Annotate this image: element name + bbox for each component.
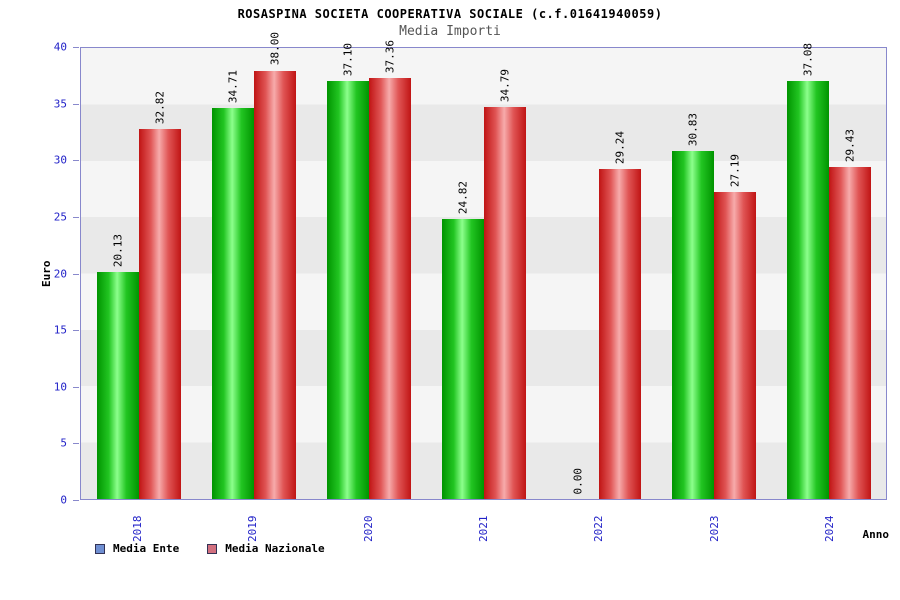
y-tick-mark [73, 160, 79, 162]
bar-media-ente-2018 [96, 272, 139, 499]
x-tick-cell-2022: 2022 [557, 504, 641, 543]
y-axis: 0 5 10 15 20 25 30 35 40 [0, 42, 80, 506]
bar-value-label-media-ente-2019: 34.71 [226, 69, 239, 103]
x-tick-label-2020: 2020 [361, 515, 375, 543]
legend: Media Ente Media Nazionale [95, 542, 325, 555]
bar-media-nazionale-2018 [138, 128, 181, 499]
bar-group-2021: 24.82 34.79 [441, 48, 526, 499]
bar-slot-media-nazionale-2019: 38.00 [253, 32, 296, 499]
y-tick-mark [73, 330, 79, 332]
bar-slot-media-ente-2023: 30.83 [671, 48, 714, 499]
bar-slot-media-nazionale-2021: 34.79 [483, 48, 526, 499]
bar-media-ente-2024 [786, 80, 829, 499]
bar-slot-media-nazionale-2018: 32.82 [138, 48, 181, 499]
bar-value-label-media-nazionale-2022: 29.24 [613, 131, 626, 165]
x-tick-label-2023: 2023 [707, 515, 721, 543]
bar-slot-media-ente-2022: 0.00 [557, 48, 599, 499]
bar-slot-media-nazionale-2024: 29.43 [828, 48, 871, 499]
bar-group-2020: 37.10 37.36 [326, 40, 411, 499]
legend-swatch-media-nazionale [207, 543, 218, 554]
plot-area: 20.13 32.82 34.71 38.00 37.10 37.36 24.82 34.79… [80, 32, 887, 500]
bar-value-label-media-nazionale-2021: 34.79 [498, 68, 511, 102]
bar-media-nazionale-2020 [368, 77, 411, 499]
legend-label-media-nazionale: Media Nazionale [225, 542, 325, 555]
x-tick-cell-2020: 2020 [326, 504, 410, 543]
y-tick-mark [73, 103, 79, 105]
bar-slot-media-ente-2024: 37.08 [786, 43, 829, 499]
y-tick-mark [73, 443, 79, 445]
bar-value-label-media-nazionale-2020: 37.36 [383, 39, 396, 73]
y-tick-label-5: 5 [60, 436, 67, 450]
bar-slot-media-nazionale-2020: 37.36 [368, 40, 411, 499]
bar-group-2019: 34.71 38.00 [211, 32, 296, 499]
bar-media-ente-2023 [671, 151, 714, 499]
y-tick-label-40: 40 [53, 40, 67, 54]
bar-media-ente-2021 [441, 219, 484, 499]
bar-value-label-media-nazionale-2023: 27.19 [728, 154, 741, 188]
y-tick-label-30: 30 [53, 153, 67, 167]
x-tick-label-2019: 2019 [246, 515, 260, 543]
bar-value-label-media-ente-2023: 30.83 [686, 113, 699, 147]
y-tick-label-20: 20 [53, 267, 67, 280]
x-tick-cell-2018: 2018 [96, 504, 180, 543]
bar-value-label-media-nazionale-2024: 29.43 [843, 129, 856, 163]
bar-value-label-media-nazionale-2018: 32.82 [153, 90, 166, 124]
x-tick-label-2024: 2024 [822, 515, 836, 543]
x-tick-cell-2023: 2023 [672, 504, 756, 543]
bar-value-label-media-ente-2021: 24.82 [456, 181, 469, 215]
y-tick-label-10: 10 [53, 380, 67, 394]
bar-media-nazionale-2024 [828, 167, 871, 499]
y-tick-mark [73, 273, 79, 275]
y-tick-label-15: 15 [53, 323, 67, 337]
y-tick-label-25: 25 [53, 210, 67, 224]
y-tick-mark [73, 500, 79, 501]
chart-subtitle: Media Importi [399, 24, 501, 39]
y-tick-mark [73, 216, 79, 218]
bar-group-2022: 0.00 29.24 [557, 48, 641, 499]
bar-slot-media-ente-2019: 34.71 [211, 48, 254, 499]
bar-slot-media-ente-2021: 24.82 [441, 48, 484, 499]
bar-media-nazionale-2021 [483, 106, 526, 499]
bar-slot-media-nazionale-2023: 27.19 [713, 48, 756, 499]
y-tick-label-0: 0 [60, 493, 67, 507]
bar-slot-media-ente-2020: 37.10 [326, 43, 369, 499]
chart-title: ROSASPINA SOCIETA COOPERATIVA SOCIALE (c… [237, 7, 663, 21]
bar-group-2023: 30.83 27.19 [671, 48, 756, 499]
bar-slot-media-ente-2018: 20.13 [96, 48, 139, 499]
x-tick-cell-2021: 2021 [441, 504, 525, 543]
bar-value-label-media-ente-2020: 37.10 [341, 42, 354, 76]
bar-media-nazionale-2023 [713, 192, 756, 499]
bar-value-label-media-ente-2022: 0.00 [571, 467, 584, 495]
legend-label-media-ente: Media Ente [113, 542, 180, 555]
bar-group-2018: 20.13 32.82 [96, 48, 181, 499]
x-axis-title: Anno [862, 528, 890, 541]
y-tick-mark [73, 47, 79, 48]
bar-media-nazionale-2022 [598, 169, 641, 499]
legend-item-media-nazionale: Media Nazionale [207, 542, 325, 555]
bar-value-label-media-ente-2024: 37.08 [801, 42, 814, 76]
bar-media-nazionale-2019 [253, 70, 296, 499]
legend-item-media-ente: Media Ente [95, 542, 179, 555]
x-axis-labels: 2018 2019 2020 2021 2022 2023 2024 [80, 504, 887, 543]
bar-value-label-media-ente-2018: 20.13 [111, 233, 124, 268]
legend-swatch-media-ente [95, 543, 105, 554]
x-tick-label-2022: 2022 [592, 515, 606, 543]
bar-value-label-media-nazionale-2019: 38.00 [268, 32, 281, 66]
x-tick-label-2018: 2018 [131, 515, 145, 543]
y-tick-mark [73, 386, 79, 388]
x-tick-cell-2019: 2019 [211, 504, 295, 543]
bar-media-ente-2019 [211, 107, 254, 499]
bar-slot-media-nazionale-2022: 29.24 [598, 48, 641, 499]
bar-media-ente-2020 [326, 80, 369, 499]
y-tick-label-35: 35 [53, 97, 67, 111]
x-tick-label-2021: 2021 [476, 515, 490, 543]
bar-group-2024: 37.08 29.43 [786, 43, 871, 499]
x-tick-cell-2024: 2024 [787, 504, 871, 543]
